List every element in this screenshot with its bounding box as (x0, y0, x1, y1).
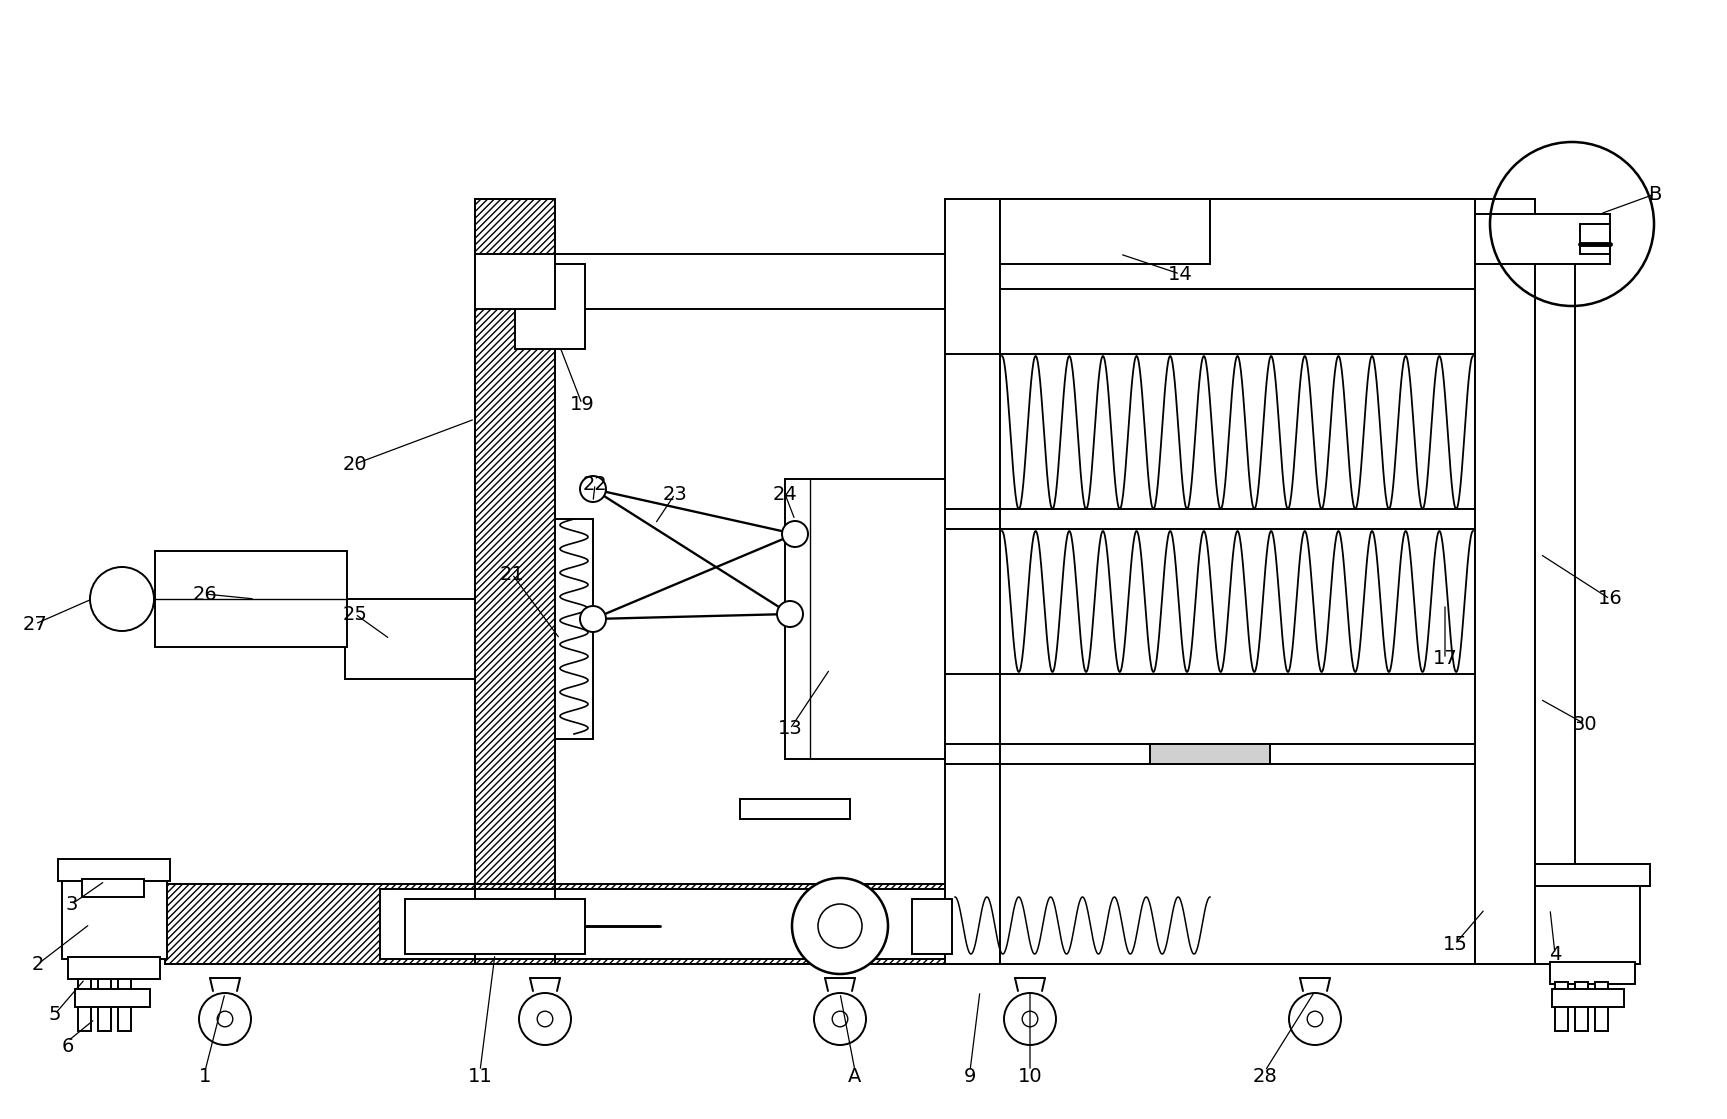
Bar (912, 899, 952, 955)
Bar (945, 199, 1000, 963)
Bar (1575, 982, 1589, 1031)
Bar (475, 199, 554, 963)
Bar (1000, 199, 1475, 289)
Bar (475, 254, 554, 309)
Circle shape (218, 1012, 233, 1027)
Text: 11: 11 (468, 1068, 492, 1087)
Bar (1000, 199, 1475, 963)
Bar (554, 519, 592, 739)
Bar (1000, 199, 1211, 264)
Text: 24: 24 (772, 485, 798, 504)
Text: 13: 13 (777, 720, 803, 739)
Text: 15: 15 (1442, 934, 1468, 953)
Circle shape (1003, 993, 1055, 1045)
Circle shape (1288, 993, 1340, 1045)
Circle shape (537, 1012, 553, 1027)
Text: B: B (1648, 185, 1661, 204)
Bar (1554, 982, 1568, 1031)
Bar (1535, 254, 1575, 909)
Circle shape (580, 476, 606, 502)
Text: 27: 27 (22, 614, 47, 633)
Bar (74, 989, 150, 1007)
Bar (1475, 214, 1610, 264)
Circle shape (832, 1012, 848, 1027)
Circle shape (90, 567, 154, 631)
Bar (739, 799, 850, 819)
Text: 22: 22 (582, 474, 608, 493)
Bar (1596, 982, 1608, 1031)
Text: 4: 4 (1549, 944, 1561, 963)
Text: 10: 10 (1017, 1068, 1043, 1087)
Circle shape (1022, 1012, 1038, 1027)
Circle shape (777, 601, 803, 627)
Bar (380, 888, 1340, 959)
Text: 17: 17 (1433, 649, 1458, 668)
Bar (81, 880, 143, 897)
Circle shape (580, 606, 606, 632)
Bar (515, 264, 585, 349)
Bar (1551, 962, 1635, 984)
Bar (62, 880, 168, 959)
Text: 20: 20 (342, 454, 368, 473)
Text: 21: 21 (499, 564, 525, 583)
Text: 23: 23 (663, 485, 687, 504)
Bar (78, 979, 92, 1031)
Bar (786, 479, 945, 759)
Bar (1553, 989, 1623, 1007)
Text: 26: 26 (193, 584, 218, 603)
Bar (98, 979, 111, 1031)
Bar (67, 957, 161, 979)
Bar (59, 859, 169, 881)
Bar (345, 599, 475, 679)
Text: 1: 1 (199, 1068, 211, 1087)
Bar (1150, 744, 1269, 764)
Text: 6: 6 (62, 1037, 74, 1056)
Circle shape (1307, 1012, 1323, 1027)
Bar (1535, 884, 1641, 963)
Bar (155, 551, 347, 647)
Bar (554, 254, 945, 309)
Bar (117, 979, 131, 1031)
Text: 30: 30 (1573, 715, 1597, 733)
Bar (1580, 224, 1610, 254)
Circle shape (819, 904, 862, 948)
Circle shape (199, 993, 250, 1045)
Bar (1535, 864, 1649, 886)
Bar (406, 899, 585, 955)
Bar (1475, 199, 1535, 963)
Text: 16: 16 (1597, 590, 1622, 609)
Text: 28: 28 (1252, 1068, 1278, 1087)
Bar (166, 884, 1546, 963)
Text: 9: 9 (964, 1068, 976, 1087)
Text: 19: 19 (570, 395, 594, 414)
Text: 2: 2 (31, 955, 45, 974)
Text: 14: 14 (1167, 264, 1192, 283)
Circle shape (782, 521, 808, 547)
Text: 5: 5 (48, 1005, 60, 1024)
Bar (475, 199, 554, 963)
Text: A: A (848, 1068, 862, 1087)
Circle shape (520, 993, 572, 1045)
Circle shape (793, 878, 888, 974)
Text: 3: 3 (66, 894, 78, 913)
Circle shape (813, 993, 865, 1045)
Bar (166, 884, 1546, 963)
Text: 25: 25 (342, 604, 368, 623)
